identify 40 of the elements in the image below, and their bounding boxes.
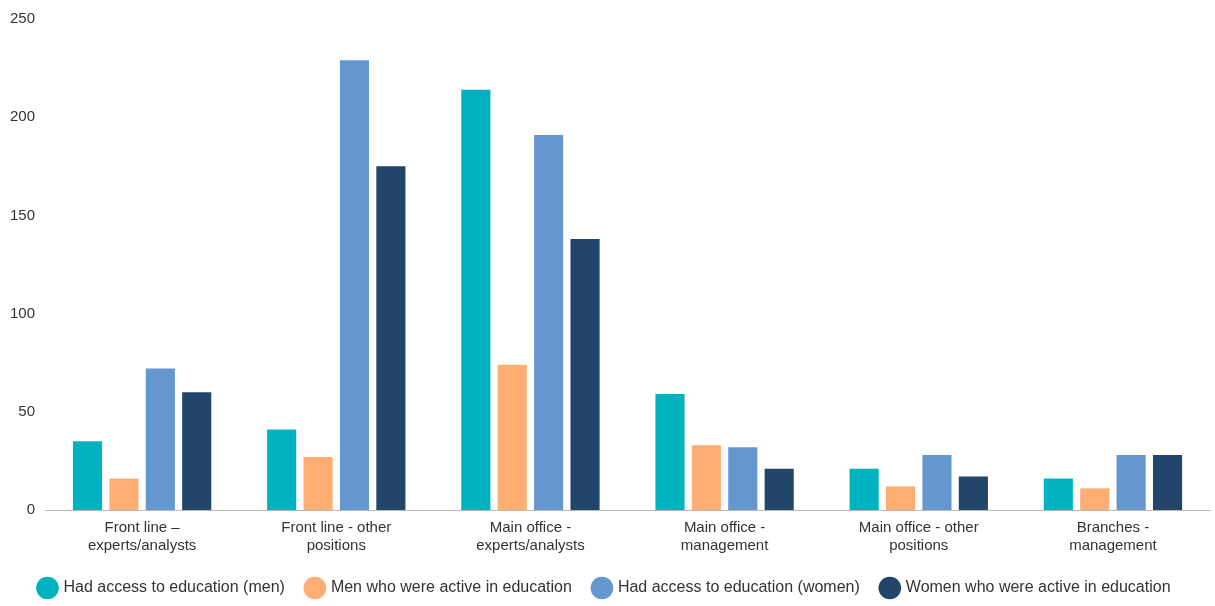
bar (764, 468, 794, 510)
bar (1043, 478, 1073, 510)
legend-label: Had access to education (women) (617, 578, 860, 596)
bar (339, 60, 370, 510)
bar (145, 368, 175, 510)
x-tick-label: Front line - other positions (281, 518, 392, 554)
bar (1152, 455, 1183, 510)
y-tick-label: 50 (18, 401, 36, 419)
y-tick-label: 150 (10, 205, 36, 223)
bar (849, 468, 879, 510)
x-tick-label: Branches - management (1069, 518, 1158, 554)
x-tick-label: Main office - other positions (858, 518, 979, 554)
bar (570, 238, 600, 510)
bar (1080, 488, 1110, 510)
legend-label: Men who were active in education (330, 578, 572, 596)
bar (376, 166, 406, 510)
bar (958, 476, 988, 510)
legend-label: Had access to education (men) (63, 578, 285, 596)
bar (655, 394, 685, 510)
y-tick-label: 0 (26, 500, 36, 518)
x-tick-label: Front line – experts/analysts (87, 518, 197, 554)
legend-label: Women who were active in education (905, 578, 1171, 596)
bar (691, 445, 721, 510)
bar (182, 392, 212, 510)
bar (267, 429, 297, 510)
y-tick-label: 250 (10, 9, 36, 27)
y-tick-label: 100 (10, 303, 36, 321)
x-tick-label: Main office - management (680, 518, 770, 554)
bar (922, 455, 952, 510)
bar (1116, 455, 1146, 510)
bar (885, 486, 916, 510)
bar (461, 89, 491, 510)
bar (72, 441, 103, 510)
x-tick-label: Main office - experts/analysts (476, 518, 585, 554)
bar (728, 447, 758, 510)
bar (534, 134, 564, 510)
y-tick-label: 200 (10, 107, 36, 125)
bar (497, 364, 527, 510)
bar (109, 478, 139, 510)
bar (303, 456, 333, 510)
